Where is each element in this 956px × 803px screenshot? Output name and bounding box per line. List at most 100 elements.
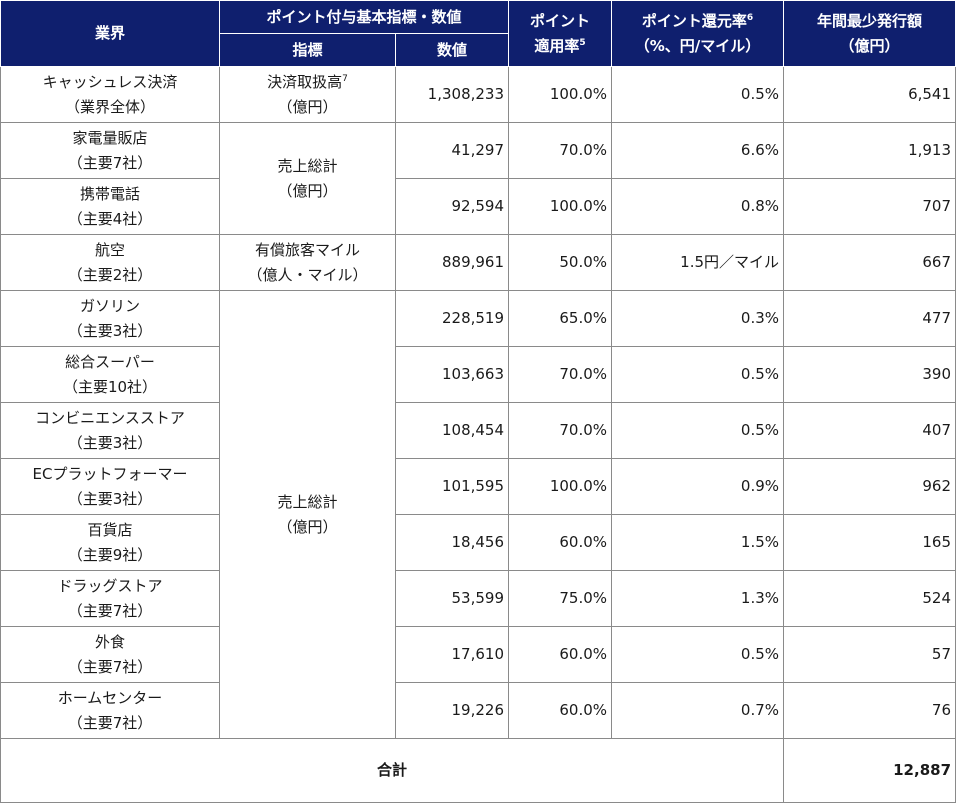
rate-cell: 75.0% — [508, 570, 613, 627]
issue-cell: 1,913 — [783, 122, 956, 179]
rate-cell: 70.0% — [508, 346, 613, 403]
industry-scope: （主要7社） — [67, 153, 153, 172]
rate-cell: 100.0% — [508, 66, 613, 123]
header-industry: 業界 — [0, 0, 220, 67]
industry-scope: （主要3社） — [67, 321, 153, 340]
value-cell: 103,663 — [394, 346, 510, 403]
header-rate-footnote: 5 — [579, 37, 586, 48]
return-cell: 0.5% — [611, 346, 785, 403]
value-cell: 889,961 — [394, 234, 510, 291]
header-base-group: ポイント付与基本指標・数値 — [218, 0, 510, 34]
metric-sales-label: 売上総計 — [277, 156, 338, 175]
rate-cell: 100.0% — [508, 178, 613, 235]
table-row: ガソリン （主要3社） 売上総計 （億円） 228,519 65.0% 0.3%… — [0, 290, 956, 739]
rate-cell: 50.0% — [508, 234, 613, 291]
total-label: 合計 — [0, 738, 785, 803]
value-cell: 53,599 — [394, 570, 510, 627]
industry-name: コンビニエンスストア — [35, 408, 185, 427]
industry-cell: 百貨店 （主要9社） — [0, 514, 220, 571]
industry-name: キャッシュレス決済 — [42, 72, 178, 91]
value-cell: 108,454 — [394, 402, 510, 459]
industry-name: ドラッグストア — [57, 576, 163, 595]
metric-miles-label: 有償旅客マイル — [254, 240, 360, 259]
metric-sales-label: 売上総計 — [277, 492, 338, 511]
rate-cell: 70.0% — [508, 402, 613, 459]
header-return-line1: ポイント還元率 — [641, 11, 747, 30]
header-return: ポイント還元率6 （%、円/マイル） — [611, 0, 785, 67]
issue-cell: 165 — [783, 514, 956, 571]
metric-settlement-unit: （億円） — [277, 97, 338, 116]
header-issue-line2: （億円） — [839, 36, 900, 55]
issue-cell: 524 — [783, 570, 956, 627]
rate-cell: 60.0% — [508, 626, 613, 683]
industry-name: 総合スーパー — [65, 352, 155, 371]
table-row: 外食 （主要7社） 17,610 60.0% 0.5% 57 — [0, 626, 956, 683]
industry-scope: （主要9社） — [67, 545, 153, 564]
metric-cell-sales-electronics-mobile: 売上総計 （億円） — [219, 122, 396, 235]
issue-cell: 407 — [783, 402, 956, 459]
header-return-line2: （%、円/マイル） — [634, 36, 761, 55]
return-cell: 6.6% — [611, 122, 785, 179]
header-rate-line1: ポイント — [530, 11, 591, 30]
return-cell: 1.3% — [611, 570, 785, 627]
metric-cell-miles: 有償旅客マイル （億人・マイル） — [219, 234, 396, 291]
rate-cell: 100.0% — [508, 458, 613, 515]
issue-cell: 667 — [783, 234, 956, 291]
table-row: キャッシュレス決済 （業界全体） 決済取扱高7 （億円） 1,308,233 1… — [0, 66, 956, 123]
industry-cell: ドラッグストア （主要7社） — [0, 570, 220, 627]
industry-cell: コンビニエンスストア （主要3社） — [0, 402, 220, 459]
value-cell: 1,308,233 — [394, 66, 510, 123]
table-row: コンビニエンスストア （主要3社） 108,454 70.0% 0.5% 407 — [0, 402, 956, 459]
industry-cell: キャッシュレス決済 （業界全体） — [0, 66, 220, 123]
industry-cell: 総合スーパー （主要10社） — [0, 346, 220, 403]
table-row: 航空 （主要2社） 有償旅客マイル （億人・マイル） 889,961 50.0%… — [0, 234, 956, 291]
metric-cell-settlement: 決済取扱高7 （億円） — [219, 66, 396, 123]
industry-name: 家電量販店 — [72, 128, 148, 147]
rate-cell: 60.0% — [508, 514, 613, 571]
metric-settlement-footnote: 7 — [342, 73, 348, 84]
rate-cell: 70.0% — [508, 122, 613, 179]
issue-cell: 57 — [783, 626, 956, 683]
total-value: 12,887 — [783, 738, 956, 803]
return-cell: 0.5% — [611, 66, 785, 123]
value-cell: 17,610 — [394, 626, 510, 683]
industry-scope: （主要7社） — [67, 657, 153, 676]
industry-scope: （業界全体） — [64, 97, 155, 116]
value-cell: 228,519 — [394, 290, 510, 347]
industry-cell: ガソリン （主要3社） — [0, 290, 220, 347]
value-cell: 19,226 — [394, 682, 510, 739]
table-row: 総合スーパー （主要10社） 103,663 70.0% 0.5% 390 — [0, 346, 956, 403]
industry-scope: （主要2社） — [67, 265, 153, 284]
industry-name: ECプラットフォーマー — [32, 464, 188, 483]
industry-scope: （主要7社） — [67, 601, 153, 620]
table-row: 携帯電話 （主要4社） 92,594 100.0% 0.8% 707 — [0, 178, 956, 235]
industry-cell: ECプラットフォーマー （主要3社） — [0, 458, 220, 515]
value-cell: 101,595 — [394, 458, 510, 515]
industry-cell: 外食 （主要7社） — [0, 626, 220, 683]
industry-name: 外食 — [94, 632, 125, 651]
header-row-top: 業界 ポイント付与基本指標・数値 ポイント 適用率5 ポイント還元率6 （%、円… — [0, 0, 956, 67]
return-cell: 0.9% — [611, 458, 785, 515]
table-row: ホームセンター （主要7社） 19,226 60.0% 0.7% 76 — [0, 682, 956, 739]
header-return-footnote: 6 — [746, 12, 754, 23]
issue-cell: 6,541 — [783, 66, 956, 123]
industry-name: 携帯電話 — [79, 184, 140, 203]
header-value: 数値 — [394, 33, 510, 67]
metric-sales-unit: （億円） — [277, 181, 338, 200]
industry-scope: （主要4社） — [67, 209, 153, 228]
rate-cell: 60.0% — [508, 682, 613, 739]
value-cell: 18,456 — [394, 514, 510, 571]
metric-sales-unit: （億円） — [277, 517, 338, 536]
return-cell: 0.5% — [611, 626, 785, 683]
rate-cell: 65.0% — [508, 290, 613, 347]
industry-cell: 家電量販店 （主要7社） — [0, 122, 220, 179]
issue-cell: 390 — [783, 346, 956, 403]
industry-scope: （主要10社） — [62, 377, 158, 396]
table-row: 家電量販店 （主要7社） 売上総計 （億円） 41,297 70.0% 6.6%… — [0, 122, 956, 235]
industry-name: 航空 — [94, 240, 125, 259]
industry-cell: ホームセンター （主要7社） — [0, 682, 220, 739]
metric-miles-unit: （億人・マイル） — [247, 265, 368, 284]
metric-settlement-label: 決済取扱高 — [267, 72, 343, 91]
industry-name: ホームセンター — [57, 688, 163, 707]
